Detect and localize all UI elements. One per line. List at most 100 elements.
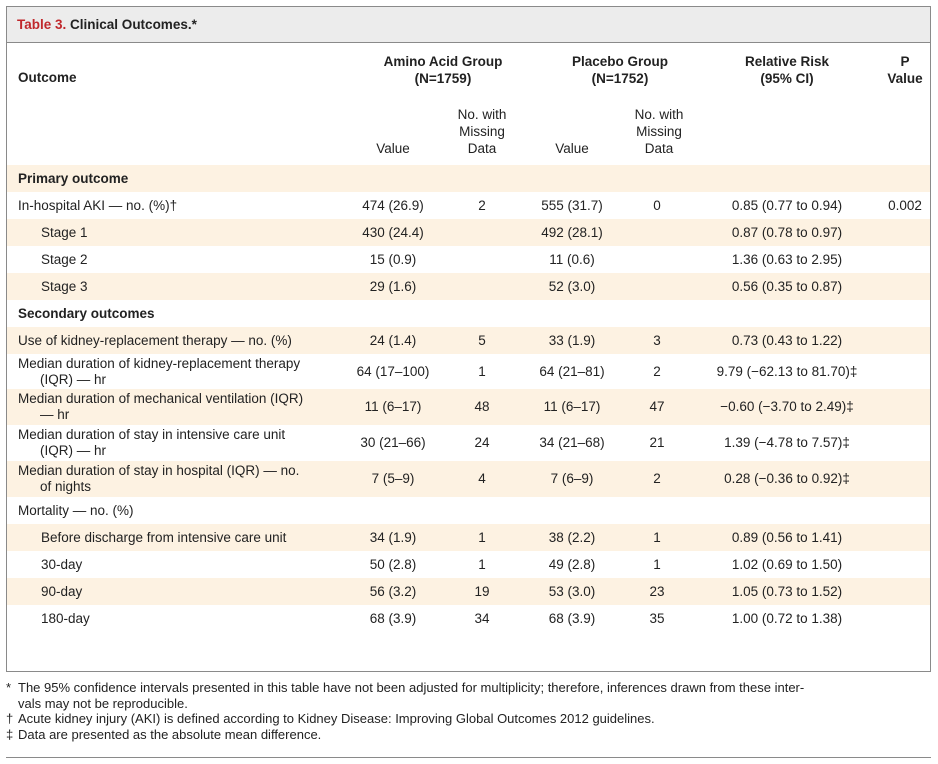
- table-title: Table 3. Clinical Outcomes.*: [17, 17, 197, 32]
- footnote: † Acute kidney injury (AKI) is defined ac…: [6, 711, 931, 727]
- amino-missing-cell: 34: [474, 610, 490, 626]
- placebo-missing-cell: [619, 246, 695, 273]
- p-value-cell: 0.002: [888, 197, 922, 213]
- p-value-cell: [875, 497, 935, 524]
- outcome-label: Median duration of mechanical ventilatio…: [18, 389, 348, 425]
- amino-value-cell: 430 (24.4): [362, 224, 424, 240]
- footnote-symbol: ‡: [6, 726, 14, 742]
- amino-missing-cell: [447, 273, 517, 300]
- relative-risk-cell: 0.87 (0.78 to 0.97): [731, 224, 843, 240]
- table-row: 90-day 56 (3.2) 19 53 (3.0) 23 1.05 (0.73 to …: [7, 578, 930, 605]
- placebo-value-cell: [517, 497, 627, 524]
- amino-missing-cell: 1: [478, 363, 486, 379]
- table-label: Table 3.: [17, 17, 67, 32]
- outcome-label-line1: Median duration of stay in intensive car…: [18, 427, 286, 442]
- placebo-missing-cell: 2: [653, 471, 661, 486]
- placebo-value-cell: 53 (3.0): [548, 583, 596, 599]
- header-amino-missing-line2: Missing: [459, 124, 505, 139]
- amino-missing-cell: 2: [478, 197, 486, 213]
- placebo-value-cell: 33 (1.9): [548, 332, 596, 348]
- amino-value-cell: 29 (1.6): [369, 278, 417, 294]
- outcome-label: Median duration of kidney-replacement th…: [18, 354, 348, 389]
- outcome-label: Stage 1: [41, 224, 88, 240]
- relative-risk-cell: 1.00 (0.72 to 1.38): [731, 610, 843, 626]
- header-amino-group-name: Amino Acid Group: [383, 54, 503, 69]
- placebo-missing-cell: 1: [653, 556, 661, 572]
- outcome-label: 180-day: [41, 610, 90, 626]
- amino-value-cell: 7 (5–9): [371, 471, 415, 486]
- footnote: * The 95% confidence intervals presented …: [6, 680, 931, 711]
- table-row: Stage 2 15 (0.9) 11 (0.6) 1.36 (0.63 to 2.9…: [7, 246, 930, 273]
- clinical-outcomes-table: Table 3. Clinical Outcomes.* Outcome Ami…: [6, 6, 931, 672]
- placebo-value-cell: 64 (21–81): [539, 363, 605, 379]
- placebo-value-cell: 52 (3.0): [548, 278, 596, 294]
- amino-missing-cell: 1: [478, 556, 486, 572]
- placebo-value-cell: 49 (2.8): [548, 556, 596, 572]
- header-placebo-value: Value: [555, 141, 589, 156]
- amino-missing-cell: 1: [478, 529, 486, 545]
- relative-risk-cell: −0.60 (−3.70 to 2.49)‡: [720, 399, 854, 414]
- outcome-label: Stage 3: [41, 278, 88, 294]
- placebo-missing-cell: 1: [653, 529, 661, 545]
- outcome-label-wrap: Median duration of stay in hospital (IQR…: [18, 463, 299, 495]
- header-relative-risk: Relative Risk (95% CI): [707, 53, 867, 87]
- outcome-label-line1: Median duration of mechanical ventilatio…: [18, 391, 304, 406]
- header-p-value: P Value: [875, 53, 935, 87]
- outcome-label-line1: Median duration of stay in hospital (IQR…: [18, 463, 300, 478]
- p-value-cell: [875, 425, 935, 461]
- outcome-label-line2: (IQR) — hr: [40, 371, 106, 387]
- table-row: Median duration of mechanical ventilatio…: [7, 389, 930, 425]
- relative-risk-cell: [697, 497, 877, 524]
- footnote-text: Data are presented as the absolute mean …: [18, 726, 322, 742]
- table-row: Mortality — no. (%): [7, 497, 930, 524]
- header-rr-line2: (95% CI): [760, 71, 814, 86]
- p-value-cell: [875, 605, 935, 632]
- amino-value-cell: 15 (0.9): [369, 251, 417, 267]
- amino-value-cell: 474 (26.9): [362, 197, 424, 213]
- p-value-cell: [875, 524, 935, 551]
- outcome-label-line1: Median duration of kidney-replacement th…: [18, 355, 301, 371]
- placebo-missing-cell: 23: [649, 583, 665, 599]
- outcome-label: In-hospital AKI — no. (%)†: [18, 197, 178, 213]
- amino-value-cell: 56 (3.2): [369, 583, 417, 599]
- placebo-missing-cell: 0: [653, 197, 661, 213]
- section-row: Primary outcome: [7, 165, 930, 192]
- relative-risk-cell: 0.28 (−0.36 to 0.92)‡: [724, 471, 850, 486]
- table-row: Median duration of kidney-replacement th…: [7, 354, 930, 389]
- header-p-line2: Value: [887, 71, 923, 86]
- p-value-cell: [875, 246, 935, 273]
- placebo-value-cell: 11 (0.6): [549, 251, 595, 267]
- header-placebo-missing-line3: Data: [644, 141, 674, 156]
- footnote-symbol: †: [6, 711, 14, 726]
- footnote-text-continued: vals may not be reproducible.: [18, 695, 188, 711]
- outcome-label-line2: of nights: [40, 479, 92, 494]
- relative-risk-cell: 0.85 (0.77 to 0.94): [731, 197, 843, 213]
- header-placebo-missing-line2: Missing: [636, 124, 682, 139]
- placebo-value-cell: 68 (3.9): [548, 610, 596, 626]
- header-placebo-group-name: Placebo Group: [571, 54, 669, 69]
- relative-risk-cell: 1.39 (−4.78 to 7.57)‡: [724, 435, 850, 450]
- table-row: Before discharge from intensive care uni…: [7, 524, 930, 551]
- placebo-missing-cell: [619, 219, 695, 246]
- amino-value-cell: 11 (6–17): [364, 399, 422, 414]
- outcome-label-line2: (IQR) — hr: [40, 443, 106, 458]
- relative-risk-cell: 1.05 (0.73 to 1.52): [731, 583, 843, 599]
- header-amino-group-n: (N=1759): [414, 71, 472, 86]
- relative-risk-cell: 1.36 (0.63 to 2.95): [731, 251, 843, 267]
- outcome-label: Median duration of stay in hospital (IQR…: [18, 461, 348, 497]
- header-placebo-missing: No. with Missing Data: [621, 106, 697, 157]
- p-value-cell: [875, 273, 935, 300]
- footnote-symbol: *: [6, 680, 12, 695]
- outcome-label-wrap: Median duration of stay in intensive car…: [18, 427, 285, 459]
- placebo-value-cell: 492 (28.1): [541, 224, 603, 240]
- amino-missing-cell: [447, 219, 517, 246]
- placebo-missing-cell: 35: [649, 610, 665, 626]
- amino-missing-cell: 4: [478, 471, 486, 486]
- amino-value-cell: 50 (2.8): [369, 556, 417, 572]
- table-title-text: Clinical Outcomes.*: [70, 17, 197, 32]
- placebo-value-cell: 34 (21–68): [539, 435, 605, 450]
- p-value-cell: [875, 389, 935, 425]
- table-row: Median duration of stay in hospital (IQR…: [7, 461, 930, 497]
- amino-value-cell: 64 (17–100): [356, 363, 430, 379]
- placebo-value-cell: 38 (2.2): [548, 529, 596, 545]
